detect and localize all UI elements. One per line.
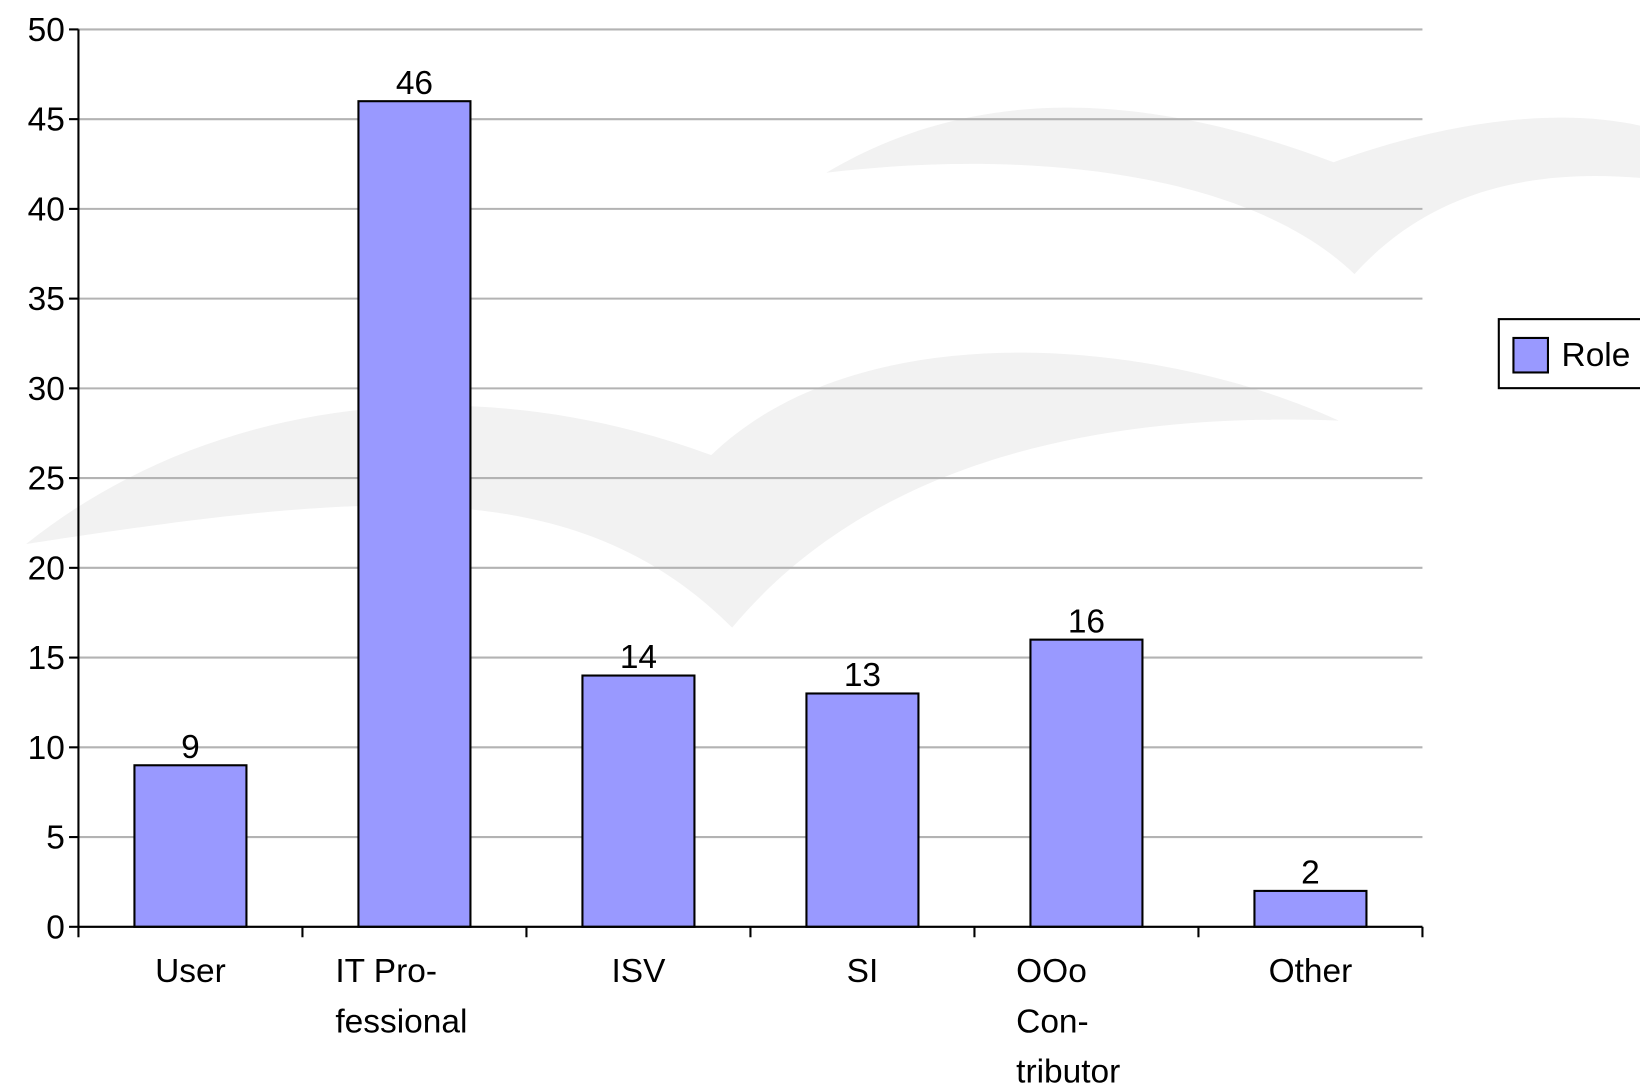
watermark <box>26 108 1640 628</box>
x-tick-label-line: IT Pro- <box>335 953 437 990</box>
data-label: 14 <box>620 639 657 676</box>
data-label: 16 <box>1068 603 1105 640</box>
bar <box>358 101 470 927</box>
x-tick-label-line: User <box>155 953 226 990</box>
data-label: 46 <box>396 65 433 102</box>
x-tick-label-line: OOo <box>1016 953 1087 990</box>
x-tick-label-line: fessional <box>335 1003 467 1040</box>
watermark-bird <box>26 353 1339 628</box>
y-tick-label: 40 <box>28 191 65 228</box>
page: 0 5 10 15 20 25 30 35 40 45 50 9 46 14 13 16 2 User IT Pro… <box>0 0 1640 1088</box>
data-label: 2 <box>1301 855 1320 892</box>
y-tick-label: 35 <box>28 281 65 318</box>
bar <box>1254 891 1366 927</box>
data-label: 13 <box>844 657 881 694</box>
x-tick-label-line: tributor <box>1016 1054 1120 1088</box>
y-tick-label: 45 <box>28 102 65 139</box>
y-tick-label: 25 <box>28 461 65 498</box>
x-tick-label-line: ISV <box>611 953 666 990</box>
legend-label: Role <box>1562 337 1631 374</box>
chart: 0 5 10 15 20 25 30 35 40 45 50 9 46 14 13 16 2 User IT Pro… <box>0 0 1640 1088</box>
bar <box>806 693 918 926</box>
watermark-bird <box>826 108 1640 275</box>
y-tick-label: 0 <box>46 909 65 946</box>
x-tick-label: OOo Con-tributor <box>1016 953 1120 1088</box>
x-tick-label: IT Pro-fessional <box>335 953 467 1040</box>
y-tick-label: 15 <box>28 640 65 677</box>
y-tick-label: 20 <box>28 550 65 587</box>
legend-swatch <box>1513 338 1548 373</box>
x-tick-label-line: Con- <box>1016 1003 1089 1040</box>
bar <box>582 676 694 927</box>
y-tick-label: 5 <box>46 820 65 857</box>
x-tick-label: Other <box>1269 953 1353 990</box>
bar <box>1030 640 1142 927</box>
y-tick-label: 10 <box>28 730 65 767</box>
x-tick-label: SI <box>847 953 879 990</box>
x-tick-label: User <box>155 953 226 990</box>
x-tick-label-line: SI <box>847 953 879 990</box>
y-tick-label: 50 <box>28 12 65 49</box>
bar <box>134 765 246 927</box>
x-tick-label: ISV <box>611 953 666 990</box>
x-tick-label-line: Other <box>1269 953 1353 990</box>
data-label: 9 <box>181 729 200 766</box>
y-tick-label: 30 <box>28 371 65 408</box>
